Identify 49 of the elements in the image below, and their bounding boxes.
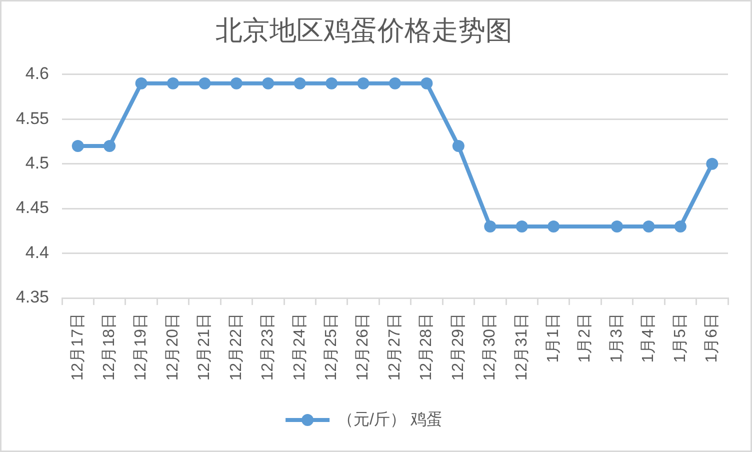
x-tick-label: 12月20日 <box>164 313 182 381</box>
point <box>230 77 242 90</box>
point <box>198 77 211 90</box>
point <box>516 220 528 232</box>
point <box>642 220 655 232</box>
x-tick-label: 12月27日 <box>386 313 404 381</box>
x-tick-label: 1月4日 <box>640 313 658 363</box>
point <box>484 220 496 232</box>
point <box>104 140 116 152</box>
x-tick-label: 12月26日 <box>354 313 372 381</box>
x-tick-label: 12月29日 <box>450 313 467 381</box>
point <box>611 220 623 232</box>
chart-title: 北京地区鸡蛋价格走势图 <box>216 16 512 46</box>
x-tick-label: 12月21日 <box>196 313 214 381</box>
y-tick-label: 4.6 <box>25 64 49 84</box>
x-tick-label: 12月22日 <box>228 313 245 381</box>
y-tick-label: 4.35 <box>16 288 49 307</box>
point <box>674 220 686 232</box>
point <box>135 77 148 90</box>
point <box>452 140 464 152</box>
x-tick-label: 1月1日 <box>544 313 562 363</box>
y-tick-label: 4.5 <box>25 154 49 173</box>
legend-label: （元/斤） 鸡蛋 <box>338 410 442 428</box>
point <box>326 77 338 90</box>
point <box>167 77 179 90</box>
x-tick-label: 12月19日 <box>132 313 150 381</box>
x-tick-label: 12月17日 <box>69 313 86 381</box>
point <box>420 77 433 90</box>
x-tick-label: 12月25日 <box>322 313 340 381</box>
x-tick-label: 1月6日 <box>704 313 721 363</box>
x-tick-label: 12月31日 <box>513 313 530 381</box>
x-tick-label: 1月5日 <box>672 313 689 363</box>
y-tick-label: 4.45 <box>16 198 49 218</box>
x-tick-label: 12月30日 <box>482 313 499 381</box>
point <box>294 77 306 90</box>
point <box>72 140 84 152</box>
point <box>706 158 718 170</box>
point <box>548 220 560 232</box>
x-tick-label: 1月3日 <box>608 313 626 363</box>
point <box>357 77 370 90</box>
x-tick-label: 12月18日 <box>100 313 118 381</box>
x-tick-label: 12月23日 <box>260 313 277 381</box>
x-tick-label: 12月28日 <box>418 313 436 381</box>
y-tick-label: 4.55 <box>16 108 49 128</box>
x-tick-label: 12月24日 <box>291 313 308 381</box>
y-tick-label: 4.4 <box>25 242 49 262</box>
point <box>389 77 401 90</box>
x-tick-label: 1月2日 <box>576 313 594 363</box>
point <box>262 77 274 90</box>
